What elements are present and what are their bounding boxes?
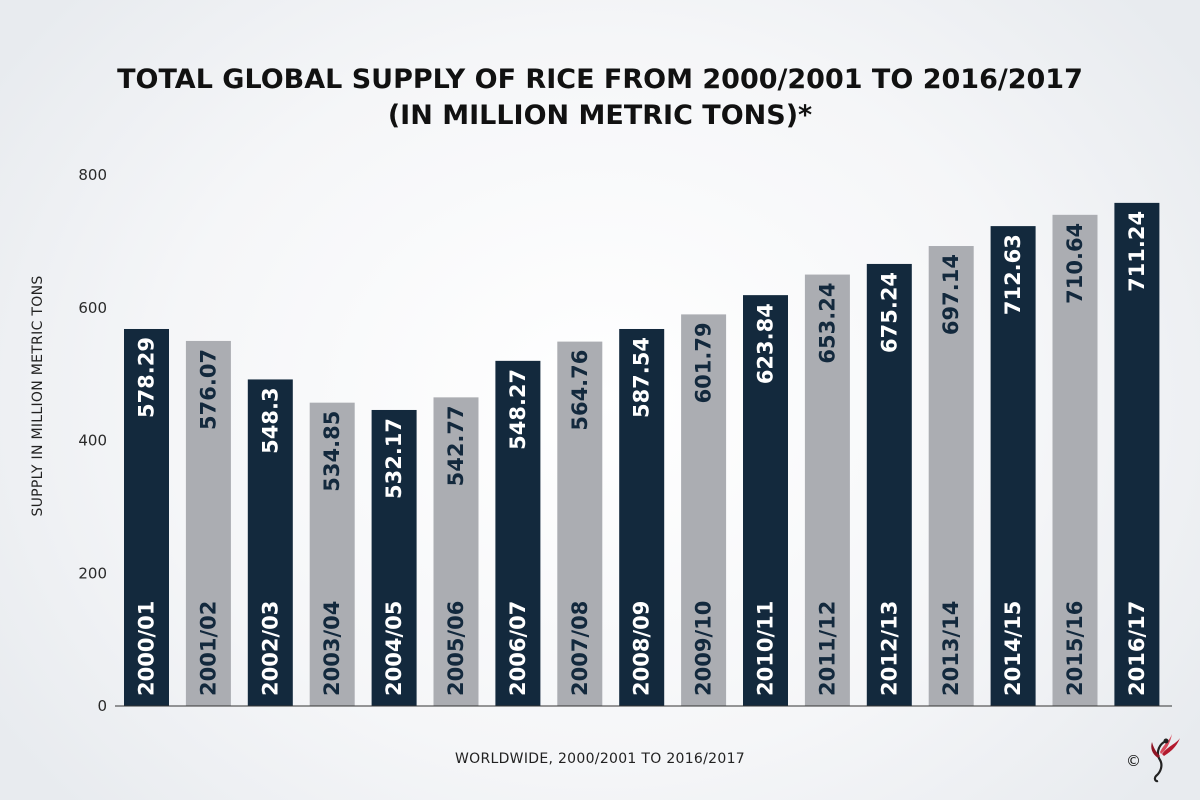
bar bbox=[1052, 214, 1098, 706]
bar bbox=[495, 360, 541, 706]
bar-value-label: 578.29 bbox=[135, 337, 159, 418]
y-axis-ticks: 0 200 400 600 800 bbox=[78, 166, 107, 715]
bar-value-label: 710.64 bbox=[1063, 223, 1087, 304]
bar-value-label: 711.24 bbox=[1125, 211, 1149, 292]
chart-title: TOTAL GLOBAL SUPPLY OF RICE FROM 2000/20… bbox=[117, 64, 1083, 131]
bar-value-label: 712.63 bbox=[1001, 234, 1025, 315]
bar-value-label: 532.17 bbox=[382, 418, 406, 499]
bar bbox=[619, 328, 665, 706]
category-label: 2001/02 bbox=[196, 601, 220, 696]
bar bbox=[804, 274, 850, 706]
category-label: 2011/12 bbox=[815, 601, 839, 696]
bar-value-label: 542.77 bbox=[444, 405, 468, 486]
bar-value-label: 623.84 bbox=[754, 303, 778, 384]
bar bbox=[124, 328, 169, 706]
category-label: 2013/14 bbox=[939, 601, 963, 696]
category-label: 2004/05 bbox=[382, 601, 406, 696]
bar bbox=[371, 409, 417, 706]
category-label: 2015/16 bbox=[1063, 601, 1087, 696]
category-label: 2007/08 bbox=[568, 601, 592, 696]
statista-logo-icon bbox=[1151, 734, 1180, 783]
bar bbox=[866, 263, 912, 706]
x-axis-label: WORLDWIDE, 2000/2001 TO 2016/2017 bbox=[455, 751, 745, 767]
category-label: 2014/15 bbox=[1001, 601, 1025, 696]
bars bbox=[124, 202, 1160, 707]
bar bbox=[309, 402, 355, 706]
y-axis-label: SUPPLY IN MILLION METRIC TONS bbox=[30, 275, 46, 516]
bar-value-label: 548.3 bbox=[258, 387, 282, 453]
bar bbox=[928, 246, 974, 707]
bar-value-label: 601.79 bbox=[692, 322, 716, 403]
bar bbox=[743, 295, 788, 706]
bar bbox=[247, 379, 293, 706]
category-label: 2009/10 bbox=[692, 601, 716, 696]
bar bbox=[1114, 202, 1160, 706]
copyright-symbol: © bbox=[1126, 752, 1141, 770]
bar-value-label: 675.24 bbox=[877, 272, 901, 353]
category-label: 2005/06 bbox=[444, 601, 468, 696]
bar bbox=[557, 341, 603, 706]
y-tick-label: 0 bbox=[97, 697, 107, 715]
y-tick-label: 600 bbox=[78, 299, 107, 317]
bar bbox=[185, 340, 231, 706]
bar-value-label: 548.27 bbox=[506, 369, 530, 450]
bar-value-label: 653.24 bbox=[815, 283, 839, 364]
bar bbox=[681, 314, 727, 706]
bar bbox=[433, 397, 479, 706]
category-label: 2000/01 bbox=[135, 601, 159, 696]
bar-value-label: 534.85 bbox=[320, 411, 344, 492]
bar-value-label: 576.07 bbox=[196, 349, 220, 430]
y-tick-label: 400 bbox=[78, 432, 107, 450]
bar-labels: 578.29 2000/01 576.07 2001/02 548.3 2002/03 53… bbox=[135, 211, 1149, 696]
bar-value-label: 587.54 bbox=[630, 337, 654, 418]
y-tick-label: 200 bbox=[78, 564, 107, 582]
category-label: 2003/04 bbox=[320, 601, 344, 696]
y-tick-label: 800 bbox=[78, 166, 107, 184]
category-label: 2016/17 bbox=[1125, 601, 1149, 696]
category-label: 2006/07 bbox=[506, 601, 530, 696]
bar-value-label: 697.14 bbox=[939, 254, 963, 335]
category-label: 2008/09 bbox=[630, 601, 654, 696]
bar-value-label: 564.76 bbox=[568, 350, 592, 431]
bar bbox=[990, 226, 1036, 706]
category-label: 2002/03 bbox=[258, 601, 282, 696]
category-label: 2012/13 bbox=[877, 601, 901, 696]
category-label: 2010/11 bbox=[754, 601, 778, 696]
